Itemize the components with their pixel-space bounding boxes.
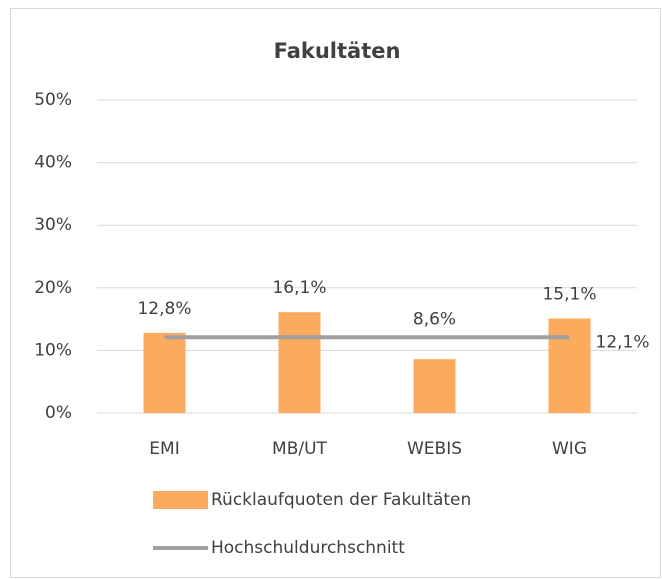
x-tick-label: WIG bbox=[552, 439, 587, 459]
data-label: 12,8% bbox=[137, 299, 191, 319]
chart-frame bbox=[10, 8, 661, 578]
y-tick-label: 10% bbox=[34, 340, 72, 360]
bar bbox=[143, 332, 186, 413]
bar bbox=[548, 318, 591, 413]
y-tick-label: 40% bbox=[34, 153, 72, 173]
legend-label: Rücklaufquoten der Fakultäten bbox=[211, 490, 471, 510]
data-label: 8,6% bbox=[413, 309, 456, 329]
legend-swatch bbox=[153, 491, 208, 509]
y-tick-label: 20% bbox=[34, 278, 72, 298]
data-label: 16,1% bbox=[272, 278, 326, 298]
legend-label: Hochschuldurchschnitt bbox=[211, 538, 405, 558]
chart-title: Fakultäten bbox=[274, 39, 401, 63]
bar bbox=[413, 359, 456, 413]
y-tick-label: 0% bbox=[45, 403, 72, 423]
data-label: 12,1% bbox=[596, 332, 650, 352]
x-tick-label: WEBIS bbox=[407, 439, 462, 459]
y-tick-label: 30% bbox=[34, 215, 72, 235]
bar bbox=[278, 312, 321, 413]
y-tick-label: 50% bbox=[34, 90, 72, 110]
x-tick-label: MB/UT bbox=[272, 439, 328, 459]
data-label: 15,1% bbox=[542, 284, 596, 304]
x-tick-label: EMI bbox=[149, 439, 179, 459]
